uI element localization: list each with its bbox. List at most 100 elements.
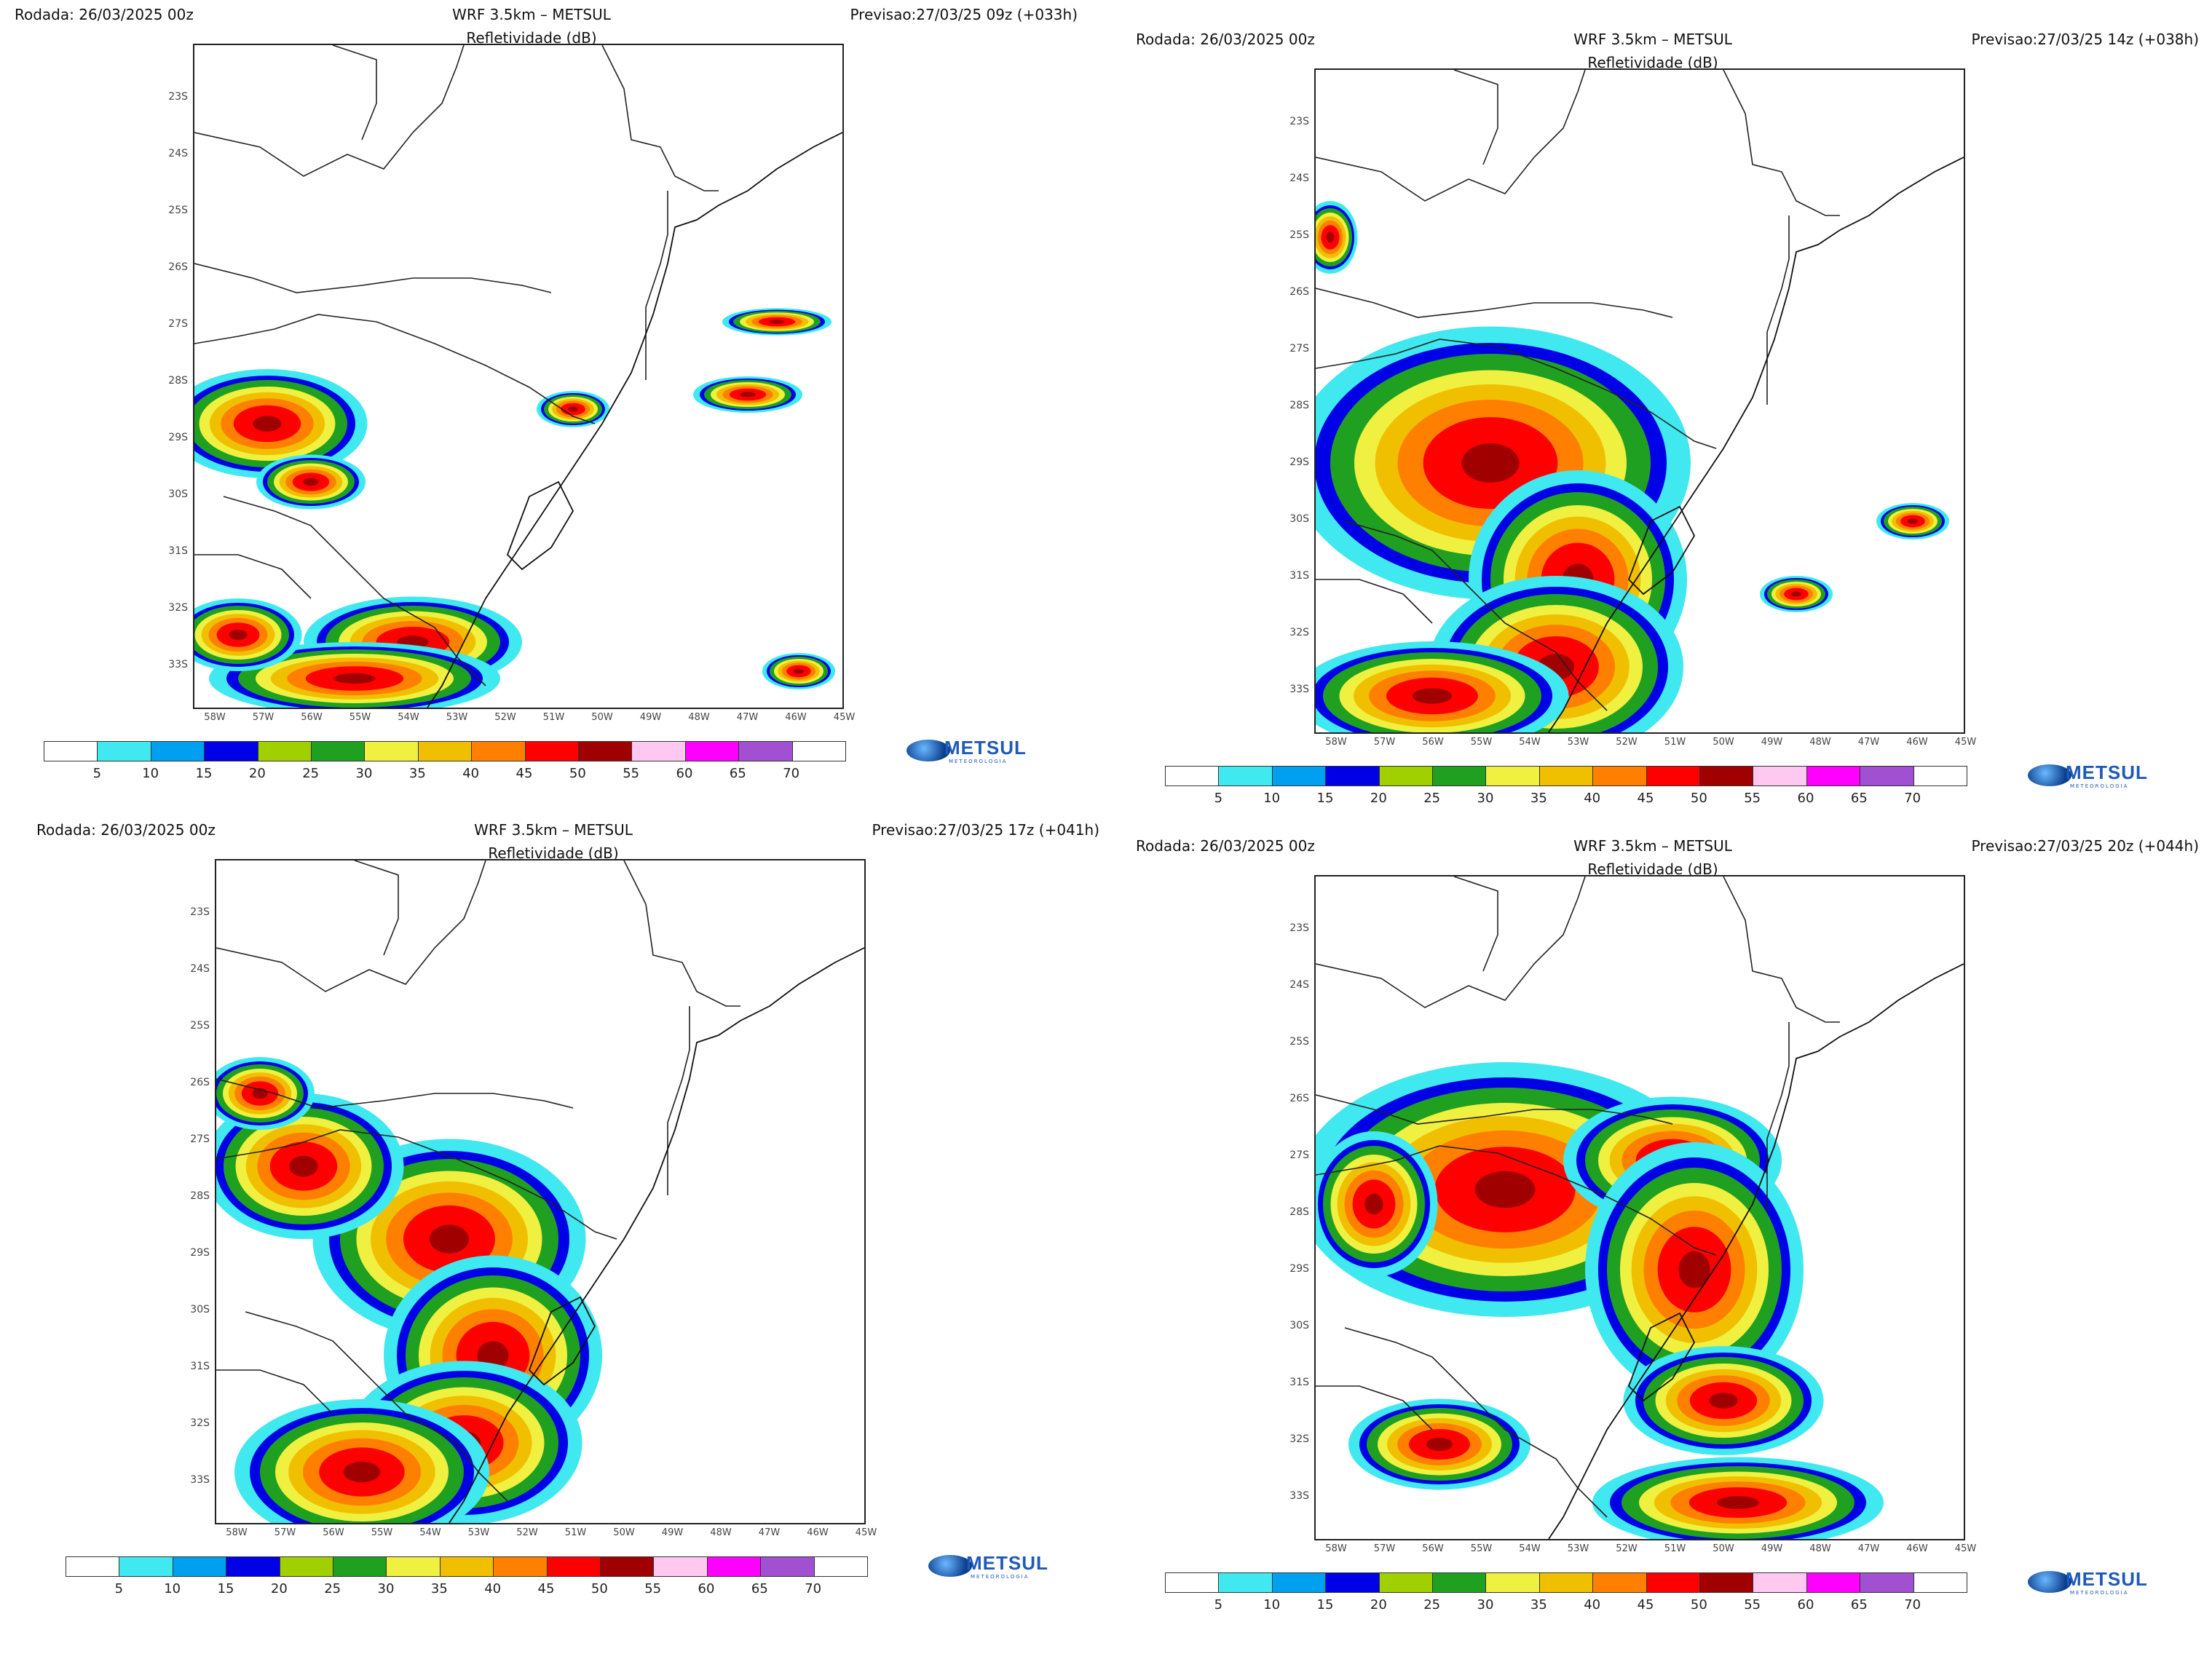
reflectivity-map	[193, 44, 844, 709]
map-canvas	[194, 45, 842, 708]
lat-label: 27S	[168, 318, 188, 330]
colorbar-label: 10	[142, 766, 159, 781]
colorbar-swatch	[1272, 767, 1327, 785]
forecast-time-label: Previsao:27/03/25 17z (+041h)	[872, 821, 1099, 839]
lon-label: 58W	[204, 712, 226, 723]
lon-label: 50W	[1713, 1543, 1734, 1554]
lon-label: 51W	[564, 1527, 587, 1538]
echo-cell	[1678, 1251, 1710, 1289]
colorbar-label: 60	[676, 766, 693, 781]
colorbar-swatch	[1166, 767, 1220, 785]
colorbar-label: 20	[248, 766, 266, 781]
logo-tagline: METEOROLOGIA	[2070, 1590, 2129, 1596]
lon-label: 48W	[710, 1527, 732, 1538]
colorbar-label: 60	[1797, 791, 1814, 806]
lat-label: 24S	[168, 148, 188, 159]
lon-label: 51W	[1664, 737, 1686, 748]
globe-icon	[2028, 764, 2071, 786]
colorbar-label: 70	[1904, 791, 1921, 806]
colorbar-label: 5	[1214, 1597, 1223, 1612]
colorbar-swatch	[1753, 767, 1807, 785]
colorbar-swatch	[814, 1557, 868, 1576]
colorbar-label: 10	[1263, 1597, 1281, 1612]
echo-cell	[289, 1155, 318, 1177]
lon-label: 49W	[1761, 1543, 1783, 1554]
echo-cell	[1474, 1171, 1536, 1208]
run-time-label: Rodada: 26/03/2025 00z	[15, 6, 194, 23]
colorbar-label: 50	[1690, 1597, 1707, 1612]
lon-label: 58W	[226, 1527, 248, 1538]
lon-label: 56W	[301, 712, 323, 723]
forecast-panel-2: Rodada: 26/03/2025 00z WRF 3.5km – METSU…	[1136, 31, 2212, 853]
colorbar-label: 25	[1423, 791, 1441, 806]
colorbar-swatch	[1593, 1573, 1647, 1592]
colorbar-label: 45	[537, 1581, 555, 1596]
colorbar-label: 55	[644, 1581, 662, 1596]
lon-label: 47W	[736, 712, 759, 723]
reflectivity-colorbar	[44, 741, 846, 761]
colorbar-label: 50	[590, 1581, 608, 1596]
logo-tagline: METEOROLOGIA	[949, 759, 1008, 764]
lat-label: 25S	[1289, 1036, 1309, 1048]
echo-cell	[303, 478, 319, 486]
forecast-panel-4: Rodada: 26/03/2025 00z WRF 3.5km – METSU…	[1136, 837, 2212, 1660]
colorbar-label: 40	[484, 1581, 502, 1596]
colorbar-swatch	[1486, 767, 1540, 785]
colorbar-label: 25	[1423, 1597, 1441, 1612]
colorbar-swatch	[151, 742, 205, 761]
lon-label: 50W	[1713, 737, 1734, 748]
lon-label: 55W	[1470, 1543, 1493, 1554]
lon-label: 54W	[1519, 1543, 1541, 1554]
lon-label: 48W	[688, 712, 710, 723]
lon-label: 54W	[419, 1527, 441, 1538]
lon-label: 47W	[1857, 1543, 1880, 1554]
lon-label: 52W	[1616, 737, 1638, 748]
lat-label: 26S	[190, 1077, 210, 1088]
state-borders	[216, 860, 740, 1502]
colorbar-label: 10	[1263, 791, 1281, 806]
coastline	[449, 947, 864, 1523]
echo-cell	[253, 416, 282, 432]
lat-label: 30S	[1289, 513, 1309, 525]
model-title: WRF 3.5km – METSUL	[1573, 31, 1732, 48]
colorbar-label: 35	[408, 766, 426, 781]
colorbar-swatch	[1806, 1573, 1861, 1592]
colorbar-swatch	[494, 1557, 548, 1576]
logo-text: METSUL	[944, 737, 1027, 759]
colorbar-swatch	[1379, 1573, 1434, 1592]
lat-label: 28S	[1289, 400, 1309, 411]
colorbar-swatch	[1326, 767, 1380, 785]
lat-label: 25S	[190, 1020, 210, 1032]
colorbar-swatch	[1646, 767, 1701, 785]
colorbar-swatch	[1700, 767, 1754, 785]
lon-label: 49W	[639, 712, 662, 723]
lat-label: 23S	[1289, 922, 1309, 934]
colorbar-label: 25	[324, 1581, 341, 1596]
colorbar-swatch	[1700, 1573, 1754, 1592]
colorbar-label: 55	[1744, 791, 1761, 806]
echo-cell	[1413, 688, 1452, 704]
lon-label: 46W	[785, 712, 807, 723]
colorbar-swatch	[1433, 767, 1487, 785]
colorbar-label: 60	[1797, 1597, 1814, 1612]
colorbar-swatch	[387, 1557, 441, 1576]
colorbar-label: 35	[1530, 791, 1547, 806]
colorbar-swatch	[1433, 1573, 1487, 1592]
colorbar-swatch	[1272, 1573, 1327, 1592]
colorbar-label: 15	[1316, 1597, 1334, 1612]
lon-label: 54W	[1519, 737, 1541, 748]
lat-label: 33S	[190, 1474, 210, 1486]
lat-label: 23S	[168, 91, 188, 103]
logo-text: METSUL	[966, 1552, 1048, 1574]
reflectivity-echoes	[194, 308, 835, 708]
logo-tagline: METEOROLOGIA	[2070, 783, 2129, 789]
lon-label: 48W	[1809, 737, 1831, 748]
forecast-time-label: Previsao:27/03/25 09z (+033h)	[850, 6, 1078, 23]
colorbar-label: 30	[1477, 791, 1494, 806]
logo-text: METSUL	[2066, 761, 2148, 783]
lon-label: 46W	[807, 1527, 829, 1538]
lon-label: 56W	[323, 1527, 344, 1538]
echo-cell	[1709, 1393, 1738, 1409]
lat-label: 27S	[190, 1133, 210, 1145]
echo-cell	[1907, 518, 1919, 524]
